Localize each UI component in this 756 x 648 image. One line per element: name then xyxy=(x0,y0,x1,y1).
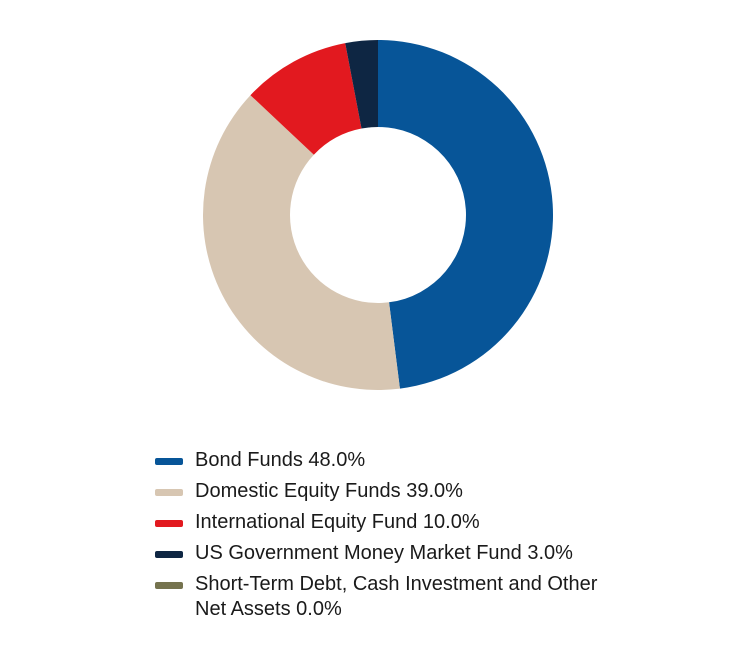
legend-swatch xyxy=(155,489,183,496)
legend-item-2: International Equity Fund 10.0% xyxy=(155,510,675,535)
legend-label: US Government Money Market Fund 3.0% xyxy=(195,541,573,566)
legend-swatch xyxy=(155,458,183,465)
chart-container: Bond Funds 48.0% Domestic Equity Funds 39… xyxy=(0,0,756,648)
donut-svg xyxy=(0,0,756,430)
legend-label: Domestic Equity Funds 39.0% xyxy=(195,479,463,504)
legend-item-1: Domestic Equity Funds 39.0% xyxy=(155,479,675,504)
legend-item-3: US Government Money Market Fund 3.0% xyxy=(155,541,675,566)
legend: Bond Funds 48.0% Domestic Equity Funds 39… xyxy=(155,448,675,628)
legend-label: Bond Funds 48.0% xyxy=(195,448,365,473)
legend-item-4: Short-Term Debt, Cash Investment and Oth… xyxy=(155,572,675,622)
legend-label: International Equity Fund 10.0% xyxy=(195,510,480,535)
legend-swatch xyxy=(155,551,183,558)
legend-swatch xyxy=(155,520,183,527)
legend-item-0: Bond Funds 48.0% xyxy=(155,448,675,473)
legend-swatch xyxy=(155,582,183,589)
donut-chart xyxy=(0,0,756,430)
donut-slice-0 xyxy=(378,40,553,389)
legend-label: Short-Term Debt, Cash Investment and Oth… xyxy=(195,572,625,622)
